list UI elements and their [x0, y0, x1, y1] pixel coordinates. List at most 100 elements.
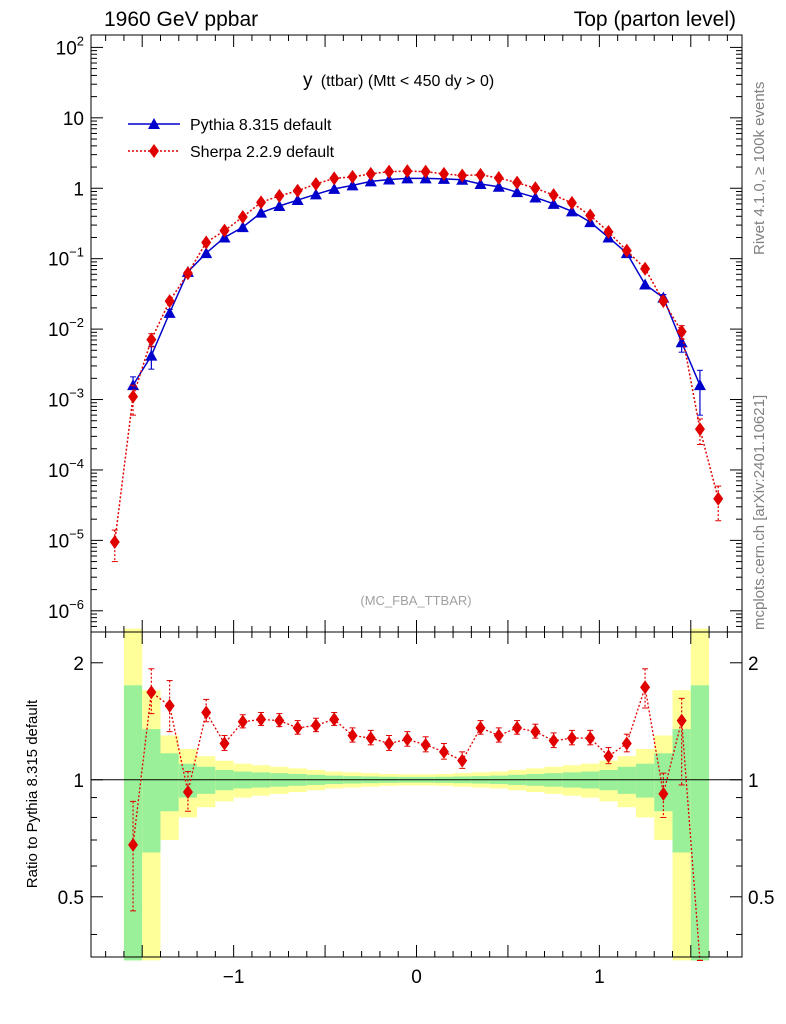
data-point	[255, 206, 268, 218]
y-tick-label: 10	[63, 109, 84, 130]
analysis-label: (MC_FBA_TTBAR)	[360, 593, 471, 608]
ratio-point	[438, 744, 449, 759]
data-point	[128, 389, 139, 404]
data-point	[474, 177, 487, 189]
ratio-point	[603, 749, 614, 764]
main-plot-frame	[90, 34, 743, 633]
ratio-point	[310, 718, 321, 733]
data-point	[713, 491, 724, 506]
legend-marker-sherpa	[149, 144, 159, 158]
data-point	[493, 170, 504, 185]
y-tick-label: 10−2	[48, 315, 84, 341]
ratio-point	[347, 728, 358, 743]
data-point	[658, 294, 669, 309]
data-point	[346, 179, 359, 191]
uncertainty-band-inner	[197, 766, 216, 794]
ratio-y-tick-label-right: 2	[748, 654, 759, 675]
y-tick-label: 1	[73, 179, 84, 200]
uncertainty-band-inner	[160, 753, 179, 812]
main-plot: 102 10 1 10−1 10−2 10−3 10−4 10−5 10−6 y (ttbar)…	[48, 33, 743, 633]
ratio-point	[530, 724, 541, 739]
data-point	[273, 199, 286, 211]
data-point	[200, 247, 213, 259]
ratio-point	[237, 714, 248, 729]
ratio-point	[292, 720, 303, 735]
data-point	[603, 224, 614, 239]
uncertainty-band-inner	[672, 729, 691, 853]
ratio-point	[365, 731, 376, 746]
data-point	[675, 336, 688, 348]
ratio-y-tick-label-right: 1	[748, 771, 759, 792]
data-point	[365, 166, 376, 181]
data-point	[639, 278, 652, 290]
ratio-point	[219, 736, 230, 751]
data-point	[182, 266, 193, 281]
data-point	[565, 205, 578, 217]
ratio-point	[256, 712, 267, 727]
plot-title: y (ttbar) (Mtt < 450 dy > 0)	[303, 70, 494, 91]
data-point	[438, 166, 449, 181]
data-point	[529, 191, 542, 203]
process-label: Top (parton level)	[573, 8, 736, 31]
legend-label-pythia: Pythia 8.315 default	[190, 117, 332, 134]
data-point	[640, 261, 651, 276]
data-point	[492, 180, 505, 192]
data-point	[420, 164, 431, 179]
data-point	[511, 186, 524, 198]
data-point	[566, 195, 577, 210]
data-point	[328, 182, 341, 194]
ratio-point	[201, 705, 212, 720]
data-point	[145, 349, 158, 361]
data-point	[256, 195, 267, 210]
ratio-point	[384, 736, 395, 751]
uncertainty-band-inner	[142, 729, 161, 853]
ratio-point	[128, 837, 139, 852]
ratio-point	[640, 680, 651, 695]
ratio-point	[329, 712, 340, 727]
x-tick-label: 0	[411, 967, 422, 988]
data-point	[146, 332, 157, 347]
uncertainty-band-inner	[690, 685, 710, 961]
data-point	[310, 176, 321, 191]
data-point	[694, 422, 705, 437]
data-point	[347, 169, 358, 184]
data-point	[585, 208, 596, 223]
y-tick-label: 10−3	[48, 386, 84, 412]
data-point	[292, 183, 303, 198]
ratio-point	[457, 753, 468, 768]
ratio-point	[548, 733, 559, 748]
data-point	[364, 175, 377, 187]
data-point	[236, 221, 249, 233]
ratio-point	[146, 685, 157, 700]
data-point	[383, 173, 396, 185]
x-axis-ticks: −1 0 1	[105, 35, 728, 988]
uncertainty-band-inner	[617, 766, 636, 794]
ratio-y-tick-label: 0.5	[58, 888, 84, 909]
data-point	[402, 164, 413, 179]
ratio-point	[493, 728, 504, 743]
ratio-point	[475, 720, 486, 735]
ratio-point	[658, 786, 669, 801]
data-point	[547, 197, 560, 209]
ratio-point	[621, 736, 632, 751]
data-point	[201, 235, 212, 250]
data-point	[457, 168, 468, 183]
ratio-point	[566, 731, 577, 746]
x-tick-label: 1	[594, 967, 605, 988]
data-point	[237, 210, 248, 225]
ratio-point	[676, 713, 687, 728]
data-point	[621, 243, 632, 258]
data-point	[163, 306, 176, 318]
ratio-point	[420, 737, 431, 752]
x-tick-label: −1	[223, 967, 245, 988]
data-point	[548, 188, 559, 203]
main-y-ticks: 102 10 1 10−1 10−2 10−3 10−4 10−5 10−6	[48, 33, 742, 633]
legend-marker-pythia	[148, 118, 160, 129]
data-point	[309, 188, 322, 200]
ratio-y-tick-label: 1	[73, 771, 84, 792]
data-point	[676, 324, 687, 339]
ratio-bands	[91, 628, 742, 961]
ratio-y-label: Ratio to Pythia 8.315 default	[24, 699, 41, 888]
y-tick-label: 10−4	[48, 456, 84, 482]
rivet-version-label: Rivet 4.1.0, ≥ 100k events	[751, 81, 768, 255]
